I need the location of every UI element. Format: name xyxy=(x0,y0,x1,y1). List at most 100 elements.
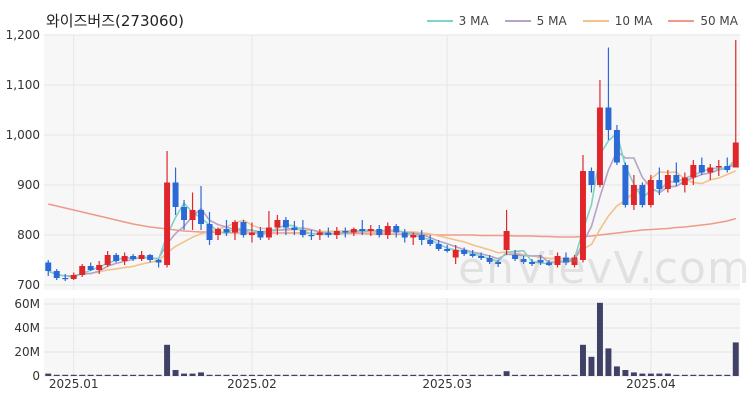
volume-bar xyxy=(232,374,238,376)
volume-bar xyxy=(240,374,247,376)
legend-label-5ma: 5 MA xyxy=(536,14,567,28)
volume-bar xyxy=(546,374,552,376)
volume-tick-label: 40M xyxy=(14,321,40,335)
volume-bar xyxy=(639,373,646,376)
volume-bar xyxy=(206,374,213,376)
candle-body xyxy=(215,229,221,235)
candle-body xyxy=(605,107,612,130)
volume-bar xyxy=(70,374,77,376)
legend-item-3ma: 3 MA xyxy=(426,14,489,28)
volume-bar xyxy=(486,374,493,376)
candle-body xyxy=(732,142,739,168)
candle-body xyxy=(189,210,196,220)
legend-swatch-5ma xyxy=(504,20,531,22)
volume-bar xyxy=(257,374,264,376)
volume-bar xyxy=(291,374,298,376)
legend-swatch-50ma xyxy=(668,20,695,22)
volume-bar xyxy=(45,373,52,376)
volume-bar xyxy=(444,374,451,376)
candle-body xyxy=(673,175,680,183)
volume-bar xyxy=(478,374,485,376)
legend-swatch-3ma xyxy=(426,20,453,22)
candle-body xyxy=(452,250,459,258)
volume-tick-label: 60M xyxy=(14,297,40,311)
candle-body xyxy=(707,167,714,173)
price-tick-label: 1,100 xyxy=(6,78,40,92)
volume-bar xyxy=(359,374,366,376)
candle-body xyxy=(138,255,145,259)
volume-bar xyxy=(164,344,171,376)
volume-bar xyxy=(198,372,204,376)
candle-body xyxy=(427,240,434,244)
candle-body xyxy=(478,256,485,258)
candle-body xyxy=(325,232,332,235)
volume-panel-bg xyxy=(44,298,740,376)
volume-tick-label: 0 xyxy=(32,369,40,383)
x-tick-label: 2025.01 xyxy=(49,377,99,391)
candle-body xyxy=(96,265,103,270)
volume-bar xyxy=(53,374,60,376)
volume-bar xyxy=(495,374,502,376)
volume-bar xyxy=(622,370,629,376)
volume-bar xyxy=(130,374,137,376)
candle-body xyxy=(630,185,637,205)
volume-bar xyxy=(96,374,103,376)
volume-bar xyxy=(563,374,569,376)
ma50-line xyxy=(48,203,737,238)
volume-bar xyxy=(554,374,561,376)
volume-bar xyxy=(181,373,188,376)
candle-body xyxy=(393,226,400,233)
candle-body xyxy=(588,171,595,185)
candle-body xyxy=(376,229,383,235)
candle-body xyxy=(664,175,671,189)
volume-bar xyxy=(384,374,391,376)
volume-bar xyxy=(613,366,620,376)
volume-bar xyxy=(308,374,315,376)
candle-body xyxy=(232,222,238,233)
legend-item-50ma: 50 MA xyxy=(668,14,738,28)
candle-body xyxy=(512,255,519,259)
volume-bar xyxy=(274,374,281,376)
candle-body xyxy=(291,227,298,230)
ma10-line xyxy=(47,170,737,277)
volume-bar xyxy=(248,374,255,376)
volume-bar xyxy=(715,374,722,376)
volume-bar xyxy=(223,374,230,376)
candle-body xyxy=(257,231,264,238)
volume-bar xyxy=(529,374,536,376)
volume-bar xyxy=(588,356,595,376)
volume-bar xyxy=(189,373,196,376)
volume-bar xyxy=(427,374,434,376)
legend-item-5ma: 5 MA xyxy=(504,14,567,28)
candle-body xyxy=(130,256,137,259)
candle-body xyxy=(87,266,94,270)
candle-body xyxy=(537,260,544,263)
volume-bar xyxy=(673,374,680,376)
volume-bar xyxy=(172,370,179,376)
volume-bar xyxy=(316,374,323,376)
x-tick-label: 2025.03 xyxy=(422,377,472,391)
volume-bar xyxy=(596,302,603,376)
volume-tick-label: 20M xyxy=(14,345,40,359)
candle-body xyxy=(274,220,281,228)
candle-body xyxy=(367,229,374,231)
candle-body xyxy=(529,262,536,264)
volume-bar xyxy=(282,374,289,376)
candle-body xyxy=(333,231,340,235)
volume-bar xyxy=(350,374,357,376)
volume-bar xyxy=(138,374,145,376)
candle-body xyxy=(198,210,204,224)
candle-body xyxy=(121,256,128,261)
volume-bar xyxy=(452,374,459,376)
volume-bar xyxy=(580,344,586,376)
candle-body xyxy=(698,165,705,173)
volume-bar xyxy=(401,374,408,376)
candle-body xyxy=(639,185,646,205)
legend-label-50ma: 50 MA xyxy=(700,14,738,28)
candle-body xyxy=(104,255,111,265)
candle-body xyxy=(563,257,569,263)
price-tick-label: 1,000 xyxy=(6,128,40,142)
candle-body xyxy=(580,171,586,260)
candle-body xyxy=(384,226,391,235)
volume-bar xyxy=(656,373,663,376)
